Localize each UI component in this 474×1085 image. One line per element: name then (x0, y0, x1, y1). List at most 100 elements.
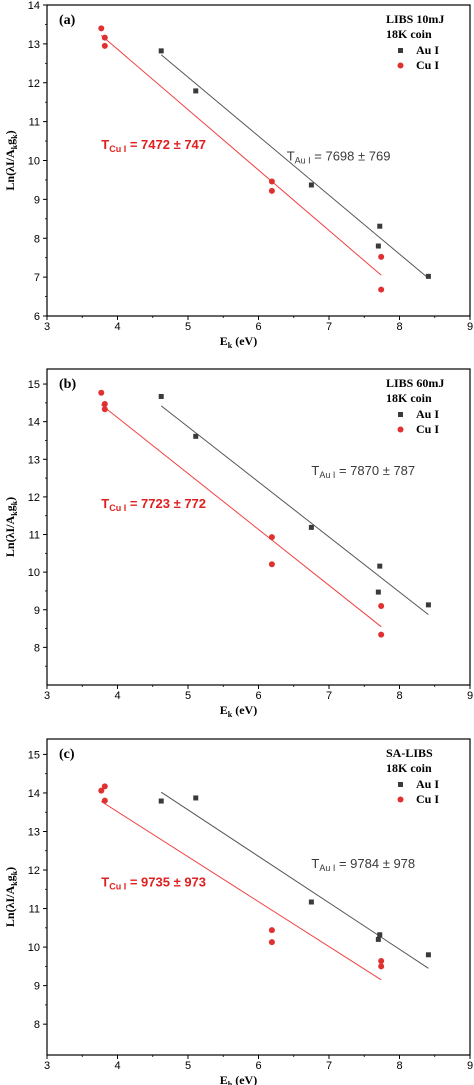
panel-a-annotation-value-au-i: = 7698 ± 769 (311, 149, 391, 164)
panel-c-fit-line-cu-i (101, 801, 382, 981)
panel-b-x-tick-label: 7 (326, 690, 332, 702)
panel-c-x-tick-label: 4 (114, 1060, 120, 1072)
panel-c-x-axis-label-sub: h (228, 1080, 233, 1085)
panel-b-panel-label: (b) (59, 377, 76, 392)
panel-a-y-tick-label: 7 (34, 272, 40, 284)
panel-a-x-tick-label: 9 (467, 321, 473, 333)
panel-c-data-point-cu-i (378, 957, 385, 964)
panel-b-data-point-au-i (377, 563, 383, 569)
panel-b-annotation-main-cu-i: T (101, 496, 109, 511)
panel-b-annotation-value-au-i: = 7870 ± 787 (335, 463, 415, 478)
panel-b-legend-subtitle: 18K coin (386, 391, 432, 405)
panel-a-panel-label: (a) (59, 13, 76, 28)
panel-c-y-axis-label-sub2: k (10, 870, 19, 875)
panel-b-y-axis-label-sub1: k (10, 511, 19, 516)
panel-c-y-axis-label-sub1: k (10, 881, 19, 886)
panel-c-x-axis-label-unit: (eV) (232, 1073, 257, 1085)
panel-a-x-axis-label-sub: k (228, 341, 233, 350)
panel-a-y-tick-label: 6 (34, 311, 40, 323)
panel-b-fit-line-cu-i (100, 404, 382, 628)
panel-a-y-tick-label: 14 (28, 0, 40, 12)
panel-a-x-axis-label-main: E (220, 334, 228, 348)
panel-b-x-tick-label: 6 (255, 690, 261, 702)
panel-a-legend-subtitle: 18K coin (386, 27, 432, 41)
panel-a-data-point-au-i (375, 243, 381, 249)
panel-c-annotation-main-au-i: T (311, 856, 319, 871)
panel-b-y-tick-label: 11 (29, 530, 40, 542)
panel-b-fit-line-au-i (160, 405, 429, 616)
panel-a-x-axis-label: Ek (eV) (220, 334, 257, 350)
panel-c-data-point-cu-i (101, 783, 108, 790)
panel-b-legend-label-au-i: Au I (416, 407, 439, 421)
panel-c-data-point-cu-i (101, 797, 108, 804)
panel-a-plot-frame (46, 4, 471, 317)
panel-c-legend-label-cu-i: Cu I (416, 792, 439, 806)
panel-c-x-tick-label: 9 (467, 1060, 473, 1072)
panel-a-y-axis-label-end: ) (3, 130, 17, 134)
panel-a-data-point-cu-i (101, 34, 108, 41)
panel-b-annotation-value-cu-i: = 7723 ± 772 (126, 496, 206, 511)
panel-a-annotation-au-i: TAu I = 7698 ± 769 (287, 149, 391, 166)
panel-b-y-axis-label-sub2: k (10, 500, 19, 505)
panel-a-x-tick-label: 8 (396, 321, 402, 333)
panel-a-data-point-au-i (193, 88, 199, 94)
panel-a-data-point-cu-i (98, 25, 105, 32)
panel-c-annotation-main-cu-i: T (101, 875, 109, 890)
panel-b-data-point-au-i (308, 524, 314, 530)
panel-c-y-axis-label-end: ) (3, 867, 17, 871)
panel-c-legend-subtitle: 18K coin (386, 761, 432, 775)
panel-b-legend-marker-cu-i (397, 426, 404, 433)
panel-c-y-axis-label: Ln(λI/Akgk) (3, 867, 19, 927)
panel-a-y-tick-label: 11 (29, 117, 40, 129)
panel-c-data-point-cu-i (268, 927, 275, 934)
panel-b-x-axis-label: Ek (eV) (220, 703, 257, 719)
panel-a-fit-line-au-i (160, 54, 429, 279)
panel-c-data-point-au-i (193, 795, 199, 801)
panel-a-data-point-cu-i (268, 187, 275, 194)
panel-b-data-point-cu-i (378, 631, 385, 638)
panel-b-data-point-au-i (375, 589, 381, 595)
panel-c-x-tick-label: 6 (255, 1060, 261, 1072)
panel-b-y-tick-label: 10 (28, 567, 40, 579)
panel-a-annotation-value-cu-i: = 7472 ± 747 (126, 137, 206, 152)
panel-a-x-tick-label: 3 (44, 321, 50, 333)
panel-a-x-tick-label: 4 (114, 321, 120, 333)
panel-a-data-point-cu-i (268, 178, 275, 185)
panel-a-y-tick-label: 10 (28, 156, 40, 168)
panel-b-legend-label-cu-i: Cu I (416, 422, 439, 436)
panel-c-legend-title: SA-LIBS (386, 746, 433, 760)
panel-c-x-tick-label: 3 (44, 1060, 50, 1072)
panel-b-annotation-au-i: TAu I = 7870 ± 787 (311, 463, 415, 480)
panel-b-y-tick-label: 15 (28, 379, 40, 391)
panel-b-y-tick-label: 12 (28, 492, 40, 504)
panel-b-data-point-au-i (193, 433, 199, 439)
panel-b-data-point-cu-i (101, 400, 108, 407)
panel-c-y-tick-label: 8 (34, 1019, 40, 1031)
panel-a-annotation-cu-i: TCu I = 7472 ± 747 (101, 137, 206, 154)
panel-b-data-point-au-i (425, 602, 431, 608)
panel-b-y-axis-label-end: ) (3, 497, 17, 501)
panel-b-y-axis-label-main: Ln(λI/A (3, 516, 17, 558)
panel-a-y-tick-label: 9 (34, 194, 40, 206)
panel-c-fit-line-au-i (160, 791, 429, 969)
panel-c-annotation-sub-cu-i: Cu I (109, 882, 126, 892)
panel-a-data-point-cu-i (101, 42, 108, 49)
panel-a-x-tick-label: 5 (185, 321, 191, 333)
panel-b-data-point-cu-i (268, 561, 275, 568)
panel-c-data-point-au-i (425, 952, 431, 958)
panel-a-legend-title: LIBS 10mJ (386, 12, 444, 26)
panel-a-annotation-sub-cu-i: Cu I (109, 144, 126, 154)
panel-c-annotation-value-cu-i: = 9735 ± 973 (126, 875, 206, 890)
panel-a-y-axis-label-sub1: k (10, 144, 19, 149)
panel-a-x-axis-label-unit: (eV) (232, 334, 257, 348)
panel-a-data-point-au-i (308, 182, 314, 188)
panel-a-fit-line-cu-i (100, 34, 382, 276)
panel-c-x-tick-label: 7 (326, 1060, 332, 1072)
panel-b-data-point-au-i (158, 393, 164, 399)
panel-c-y-axis-label-main: Ln(λI/A (3, 886, 17, 928)
panel-b-y-tick-label: 9 (34, 605, 40, 617)
